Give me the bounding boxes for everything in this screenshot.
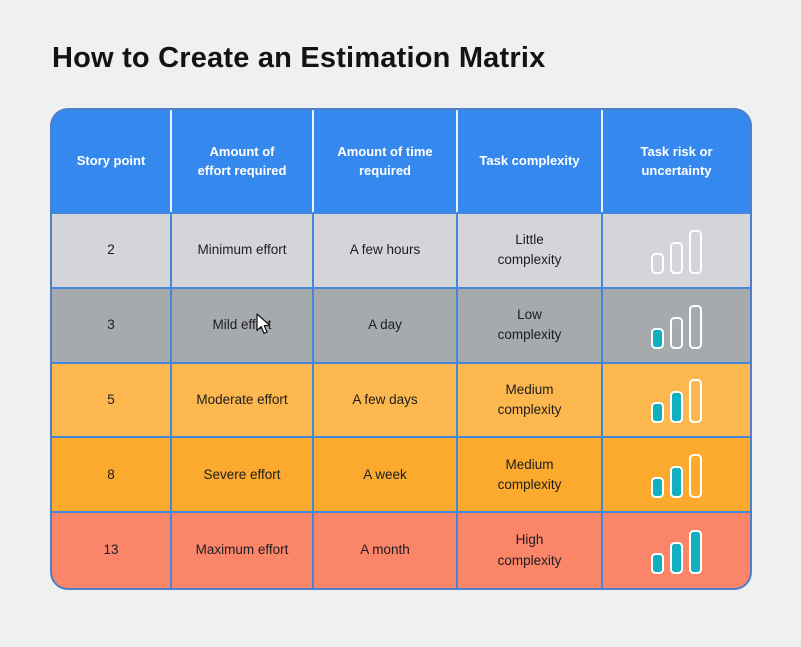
cell-complexity: Medium complexity <box>458 363 603 437</box>
cell-risk <box>603 438 750 511</box>
risk-bar-filled <box>651 553 664 575</box>
risk-bar-outline <box>689 229 702 274</box>
risk-bars-icon <box>651 451 702 499</box>
table-row: 3 Mild effort A day Low complexity <box>52 288 750 364</box>
cell-complexity: Low complexity <box>458 288 603 362</box>
column-header-effort: Amount of effort required <box>172 110 314 212</box>
cell-story-point: 3 <box>52 288 172 362</box>
cell-story-point: 2 <box>52 214 172 287</box>
estimation-matrix-table: Story point Amount of effort required Am… <box>50 108 752 590</box>
cell-time: A month <box>314 513 458 588</box>
risk-bar-filled <box>651 477 664 499</box>
risk-bar-outline <box>651 252 664 274</box>
cell-story-point: 8 <box>52 438 172 512</box>
table-row: 5 Moderate effort A few days Medium comp… <box>52 363 750 439</box>
risk-bars-icon <box>651 227 702 274</box>
cell-risk <box>603 513 750 588</box>
cell-time: A few hours <box>314 214 458 287</box>
risk-bar-filled <box>651 402 664 424</box>
cell-story-point: 13 <box>52 513 172 588</box>
column-header-complexity: Task complexity <box>458 110 603 212</box>
cell-effort: Severe effort <box>172 438 314 512</box>
cell-risk <box>603 364 750 437</box>
risk-bars-icon <box>651 527 702 575</box>
table-header-row: Story point Amount of effort required Am… <box>52 110 750 214</box>
cell-risk <box>603 214 750 287</box>
column-header-story-point: Story point <box>52 110 172 212</box>
cell-complexity: Medium complexity <box>458 438 603 512</box>
table-row: 8 Severe effort A week Medium complexity <box>52 438 750 514</box>
cell-time: A day <box>314 288 458 362</box>
page-title: How to Create an Estimation Matrix <box>52 42 546 74</box>
cell-effort: Minimum effort <box>172 214 314 287</box>
risk-bar-filled <box>670 466 683 499</box>
cell-complexity: High complexity <box>458 513 603 588</box>
cell-effort: Mild effort <box>172 288 314 362</box>
risk-bar-outline <box>670 316 683 349</box>
cell-effort: Moderate effort <box>172 363 314 437</box>
risk-bar-filled <box>689 530 702 575</box>
cell-effort: Maximum effort <box>172 513 314 588</box>
risk-bar-filled <box>670 391 683 424</box>
table-row: 13 Maximum effort A month High complexit… <box>52 513 750 588</box>
risk-bars-icon <box>651 376 702 424</box>
cell-time: A few days <box>314 363 458 437</box>
cell-complexity: Little complexity <box>458 214 603 287</box>
risk-bar-outline <box>670 241 683 274</box>
risk-bar-outline <box>689 454 702 499</box>
cell-risk <box>603 289 750 362</box>
cell-story-point: 5 <box>52 363 172 437</box>
risk-bar-outline <box>689 304 702 349</box>
cell-time: A week <box>314 438 458 512</box>
column-header-risk: Task risk or uncertainty <box>603 110 750 212</box>
risk-bar-filled <box>670 542 683 575</box>
column-header-time: Amount of time required <box>314 110 458 212</box>
table-row: 2 Minimum effort A few hours Little comp… <box>52 214 750 289</box>
risk-bar-outline <box>689 379 702 424</box>
risk-bar-filled <box>651 327 664 349</box>
risk-bars-icon <box>651 302 702 349</box>
